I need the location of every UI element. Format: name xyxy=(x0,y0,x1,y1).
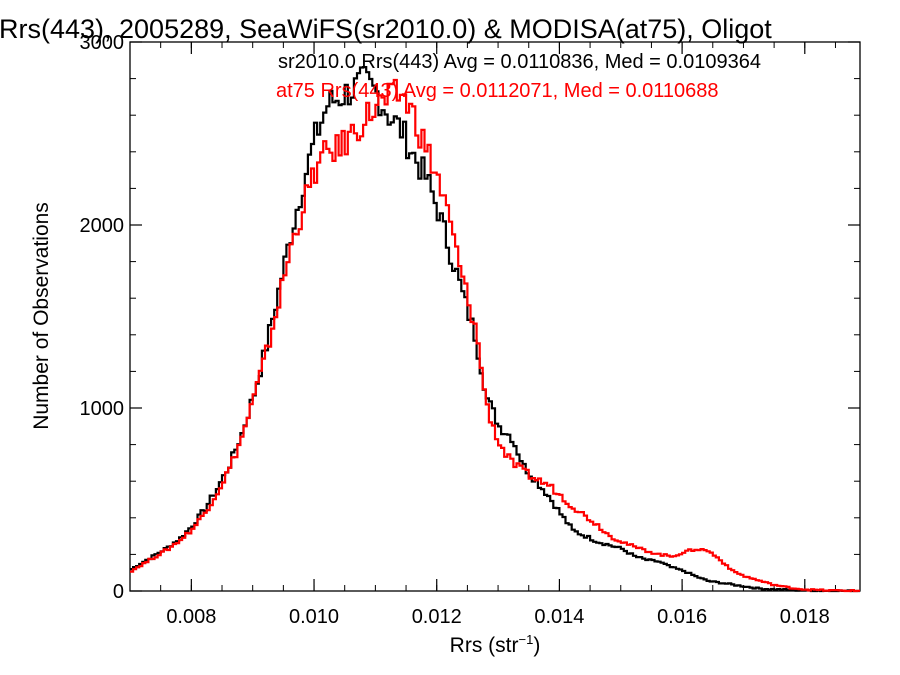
x-axis-label: Rrs (str−1) xyxy=(450,632,541,657)
y-axis-label: Number of Observations xyxy=(30,202,53,430)
series-layer xyxy=(130,66,860,593)
y-tick-label: 1000 xyxy=(80,398,125,420)
legend-entry-sr2010: sr2010.0 Rrs(443) Avg = 0.0110836, Med =… xyxy=(278,51,761,73)
plot-frame xyxy=(129,41,861,592)
series-line-sr2010 xyxy=(130,66,860,593)
x-tick-label: 0.010 xyxy=(289,606,339,628)
axis-tick-labels: 0.008 0.010 0.012 0.014 0.016 0.018 0 1000 2000 3… xyxy=(80,32,830,628)
series-line-at75 xyxy=(130,78,860,593)
x-tick-label: 0.012 xyxy=(412,606,462,628)
y-tick-label: 0 xyxy=(113,581,124,603)
x-tick-label: 0.018 xyxy=(780,606,830,628)
axis-ticks xyxy=(129,41,860,592)
y-tick-label: 2000 xyxy=(80,215,125,237)
x-tick-label: 0.014 xyxy=(534,606,584,628)
chart-title: Rrs(443), 2005289, SeaWiFS(sr2010.0) & M… xyxy=(0,14,772,44)
legend: sr2010.0 Rrs(443) Avg = 0.0110836, Med =… xyxy=(276,51,761,102)
y-tick-label: 3000 xyxy=(80,32,125,54)
x-tick-label: 0.016 xyxy=(657,606,707,628)
legend-entry-at75: at75 Rrs(443) Avg = 0.0112071, Med = 0.0… xyxy=(276,80,719,102)
x-tick-label: 0.008 xyxy=(166,606,216,628)
